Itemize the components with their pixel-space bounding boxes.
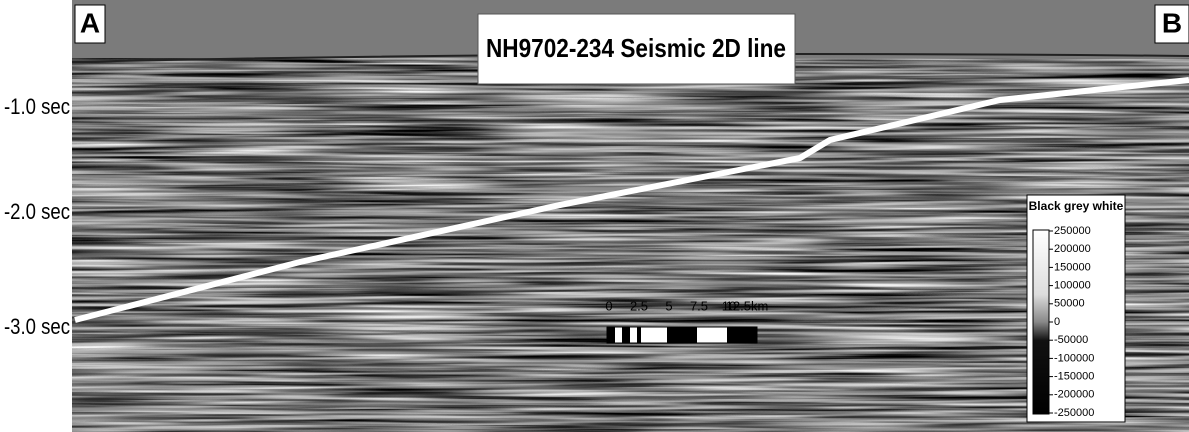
color-bar-tick-label: 200000	[1054, 243, 1091, 255]
time-label: -1.0 sec	[4, 94, 70, 119]
scale-label: 7.5	[690, 298, 708, 313]
color-bar-tick-label: -50000	[1054, 334, 1088, 346]
color-bar-tick-label: 100000	[1054, 280, 1091, 292]
color-bar-tick-label: -150000	[1054, 371, 1094, 383]
scale-label: 5	[665, 298, 672, 313]
corner-label: B	[1162, 7, 1182, 38]
color-bar-tick-label: 150000	[1054, 261, 1091, 273]
scale-label: 12.5km	[726, 298, 769, 313]
color-bar-tick-label: -100000	[1054, 352, 1094, 364]
corner-label: A	[80, 7, 100, 38]
scale-label: 0	[605, 298, 612, 313]
title: NH9702-234 Seismic 2D line	[486, 33, 786, 63]
color-bar-tick-label: -250000	[1054, 407, 1094, 419]
scale-label: 2.5	[630, 298, 648, 313]
color-bar-tick-label: 0	[1054, 316, 1060, 328]
color-bar-title: Black grey white	[1029, 199, 1124, 213]
color-bar-tick-label: 50000	[1054, 298, 1085, 310]
color-bar-tick-label: 250000	[1054, 225, 1091, 237]
time-label: -2.0 sec	[4, 199, 70, 224]
time-label: -3.0 sec	[4, 314, 70, 339]
color-bar-tick-label: -200000	[1054, 389, 1094, 401]
seismic-figure: A B NH9702-234 Seismic 2D line -1.0 sec -…	[0, 0, 1189, 432]
